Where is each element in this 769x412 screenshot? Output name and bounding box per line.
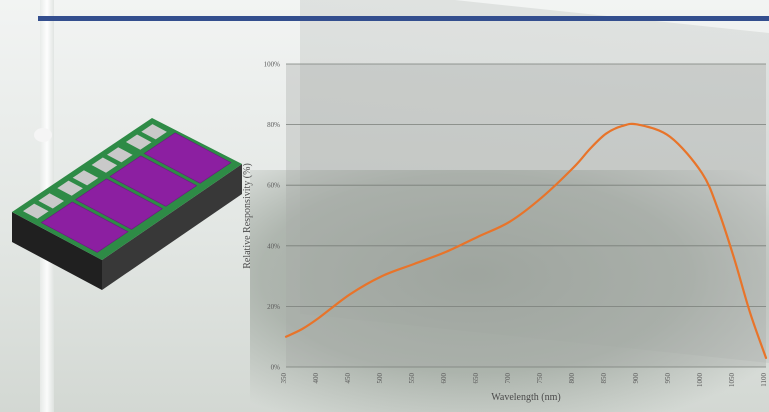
bond-pad bbox=[23, 203, 49, 219]
chip-left-face bbox=[12, 212, 102, 290]
x-tick-label: 900 bbox=[632, 373, 640, 384]
bond-pad bbox=[141, 124, 167, 140]
chip-illustration bbox=[12, 118, 242, 290]
photodiode-pad bbox=[109, 155, 198, 207]
bond-pad bbox=[125, 134, 152, 150]
title-rule bbox=[38, 16, 769, 21]
y-tick-label: 40% bbox=[267, 242, 280, 250]
x-tick-label: 1050 bbox=[728, 373, 736, 388]
bond-pad bbox=[72, 170, 99, 186]
x-tick-label: 1000 bbox=[696, 373, 704, 388]
x-tick-label: 500 bbox=[376, 373, 384, 384]
x-tick-label: 650 bbox=[472, 373, 480, 384]
x-tick-label: 700 bbox=[504, 373, 512, 384]
x-tick-label: 400 bbox=[312, 373, 320, 384]
bond-pad bbox=[91, 157, 118, 173]
photodiode-array-chip-icon bbox=[10, 118, 246, 290]
x-tick-label: 850 bbox=[600, 373, 608, 384]
background-lamp-head bbox=[34, 128, 52, 142]
x-tick-label: 750 bbox=[536, 373, 544, 384]
x-tick-label: 550 bbox=[408, 373, 416, 384]
x-tick-label: 450 bbox=[344, 373, 352, 384]
x-tick-label: 600 bbox=[440, 373, 448, 384]
x-tick-label: 950 bbox=[664, 373, 672, 384]
y-tick-label: 100% bbox=[264, 61, 281, 69]
responsivity-chart: 0% 20% 40% 60% 80% 100% 350 400 450 500 550 600 650… bbox=[236, 56, 769, 412]
x-axis-title: Wavelength (nm) bbox=[491, 392, 560, 403]
y-tick-label: 20% bbox=[267, 303, 280, 311]
y-tick-label: 60% bbox=[267, 182, 280, 190]
y-tick-label: 0% bbox=[271, 364, 281, 372]
chip-right-face bbox=[102, 164, 242, 290]
gridlines bbox=[286, 63, 766, 368]
bond-pad bbox=[38, 193, 64, 209]
y-tick-labels: 0% 20% 40% 60% 80% 100% bbox=[264, 61, 281, 372]
x-tick-label: 800 bbox=[568, 373, 576, 384]
photodiode-pad bbox=[40, 201, 129, 253]
background-tree bbox=[250, 170, 769, 412]
plot-area bbox=[286, 64, 766, 367]
y-tick-label: 80% bbox=[267, 121, 280, 129]
chart-svg: 0% 20% 40% 60% 80% 100% 350 400 450 500 550 600 650… bbox=[242, 61, 768, 404]
responsivity-curve bbox=[284, 122, 768, 360]
series-layer bbox=[284, 122, 768, 360]
bond-pad bbox=[57, 180, 83, 196]
x-tick-label: 350 bbox=[280, 373, 288, 384]
chip-pads bbox=[23, 124, 232, 253]
x-tick-label: 1100 bbox=[760, 373, 768, 387]
y-axis-title: Relative Responsivity (%) bbox=[242, 163, 253, 269]
x-tick-labels: 350 400 450 500 550 600 650 700 750 800 850 900 950 1… bbox=[280, 373, 768, 388]
photodiode-pad bbox=[75, 178, 163, 230]
photodiode-pad bbox=[143, 132, 232, 184]
bond-pad bbox=[107, 147, 133, 163]
